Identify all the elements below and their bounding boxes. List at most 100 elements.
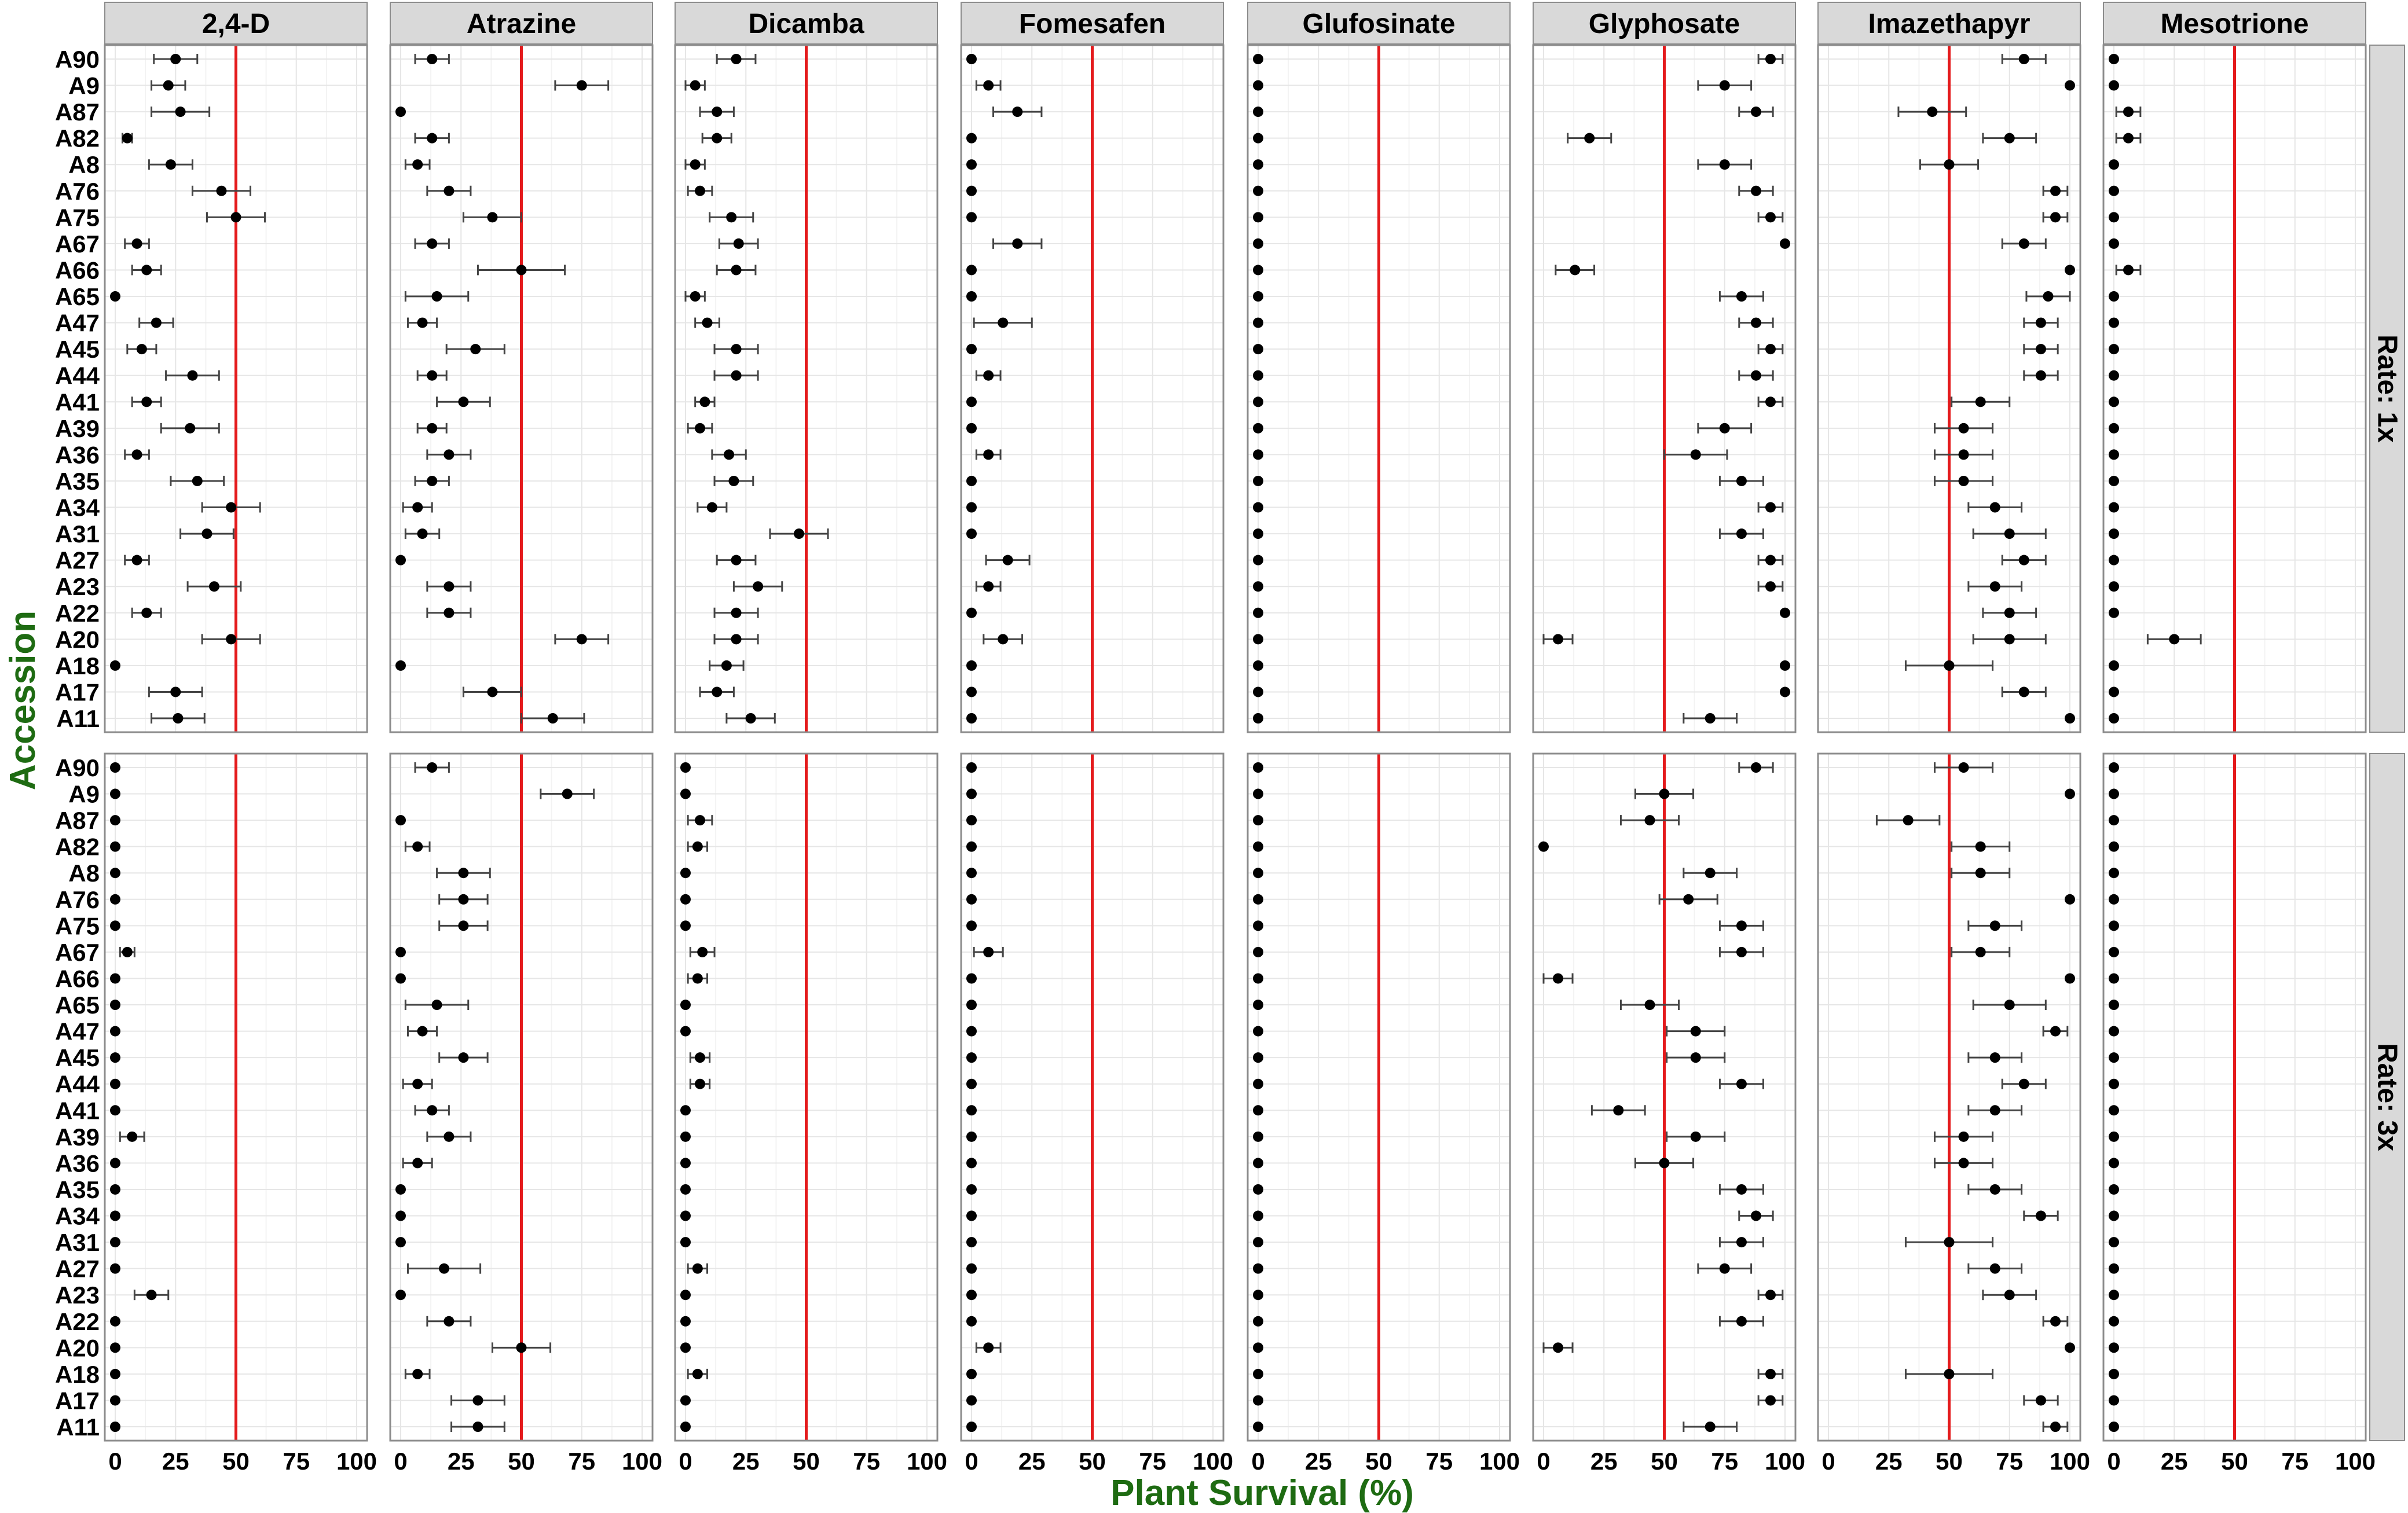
data-point-group	[2065, 80, 2075, 91]
data-point	[395, 815, 406, 826]
data-point	[731, 265, 742, 276]
data-point	[444, 1316, 455, 1327]
data-point	[141, 396, 152, 407]
data-point-group	[1253, 894, 1263, 905]
data-point-group	[2109, 762, 2119, 773]
data-point-group	[966, 1052, 977, 1063]
data-point	[395, 1290, 406, 1301]
data-point	[122, 946, 133, 957]
data-point	[680, 1158, 691, 1169]
data-point	[458, 894, 469, 905]
data-point-group	[395, 1237, 406, 1248]
data-point-group	[1253, 1078, 1263, 1089]
data-point	[110, 1263, 120, 1274]
x-tick-label: 100	[2335, 1448, 2376, 1475]
data-point-group	[966, 1237, 977, 1248]
data-point	[690, 291, 701, 302]
data-point-group	[1683, 1422, 1738, 1432]
panel-border	[389, 752, 654, 1442]
data-point-group	[2042, 1316, 2069, 1327]
data-point-group	[1967, 1105, 2023, 1116]
data-point-group	[138, 317, 174, 328]
data-point-group	[2109, 713, 2119, 724]
data-point	[2004, 1290, 2015, 1301]
x-tick-label: 100	[1193, 1448, 1233, 1475]
data-point	[1750, 1210, 1761, 1221]
data-point	[2109, 1184, 2119, 1195]
strip-label: Mesotrione	[2160, 9, 2308, 39]
data-point-group	[110, 1078, 120, 1089]
data-point	[966, 1000, 977, 1011]
data-point	[110, 1078, 120, 1089]
data-point	[1253, 1131, 1263, 1142]
x-tick-label: 0	[1821, 1448, 1835, 1475]
data-point-group	[1697, 423, 1753, 434]
data-point-group	[966, 54, 977, 64]
data-point-group	[2023, 317, 2059, 328]
data-point-group	[124, 554, 150, 565]
data-point	[576, 80, 587, 91]
data-point-group	[680, 1290, 691, 1301]
data-point-group	[404, 841, 431, 852]
data-point-group	[554, 634, 610, 645]
data-point-group	[2109, 1395, 2119, 1406]
data-point-group	[110, 1316, 120, 1327]
data-point-group	[1933, 1158, 1994, 1169]
panel-1-0	[389, 44, 654, 733]
y-tick-label: A17	[55, 1387, 100, 1414]
data-point	[731, 370, 742, 381]
x-tick-label: 50	[1079, 1448, 1106, 1475]
data-point	[966, 185, 977, 196]
data-point	[966, 1263, 977, 1274]
data-point-group	[160, 423, 220, 434]
data-point-group	[110, 788, 120, 799]
data-point	[2169, 634, 2180, 645]
data-point	[136, 344, 147, 355]
data-point	[110, 1105, 120, 1116]
data-point-group	[1253, 1052, 1263, 1063]
strip-label: Glufosinate	[1302, 9, 1455, 39]
data-point-group	[1718, 920, 1764, 931]
data-point-group	[119, 1131, 145, 1142]
data-point	[1253, 1000, 1263, 1011]
data-point-group	[1757, 344, 1784, 355]
data-point-group	[699, 107, 735, 117]
data-point	[1253, 713, 1263, 724]
data-point	[1780, 686, 1790, 697]
data-point-group	[436, 396, 491, 407]
data-point-group	[1951, 868, 2011, 879]
data-point	[731, 554, 742, 565]
x-tick-label: 0	[108, 1448, 122, 1475]
data-point	[1253, 1395, 1263, 1406]
data-point	[1253, 317, 1263, 328]
data-point	[110, 291, 120, 302]
data-point	[2109, 1263, 2119, 1274]
data-point-group	[2001, 238, 2047, 249]
data-point	[983, 370, 994, 381]
data-point-group	[966, 815, 977, 826]
data-point	[1765, 396, 1776, 407]
data-point-group	[1919, 159, 1980, 170]
data-point-group	[1253, 1290, 1263, 1301]
data-point	[712, 133, 723, 144]
data-point	[110, 1342, 120, 1353]
data-point	[1253, 1026, 1263, 1037]
data-point-group	[966, 1210, 977, 1221]
data-point-group	[1253, 370, 1263, 381]
data-point	[1719, 423, 1730, 434]
data-point	[692, 1263, 703, 1274]
data-point	[1253, 1422, 1263, 1432]
data-point	[2109, 423, 2119, 434]
data-point	[983, 581, 994, 592]
data-point-group	[680, 1000, 691, 1011]
data-point	[1253, 502, 1263, 513]
data-point	[1253, 1263, 1263, 1274]
y-tick-label: A66	[55, 256, 100, 284]
data-point-group	[2023, 344, 2059, 355]
data-point	[699, 396, 710, 407]
data-point	[2109, 238, 2119, 249]
x-tick-label: 50	[1365, 1448, 1392, 1475]
data-point	[2109, 185, 2119, 196]
data-point	[690, 80, 701, 91]
y-tick-label: A47	[55, 310, 100, 337]
